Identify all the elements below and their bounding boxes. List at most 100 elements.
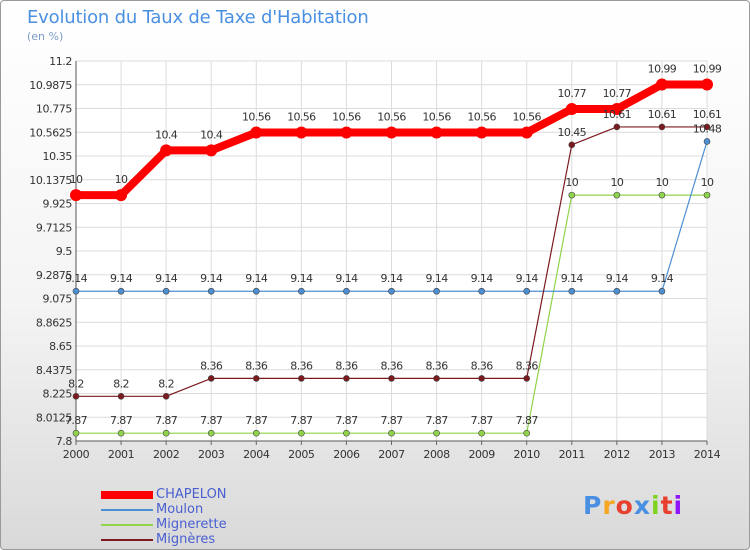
data-point-mignerette [568, 191, 576, 199]
y-tick-label: 8.8625 [36, 316, 72, 329]
data-point-mignerette [658, 191, 666, 199]
data-label-migneres: 8.36 [426, 359, 449, 372]
data-point-migneres [433, 375, 440, 382]
data-label-moulon: 9.14 [426, 272, 449, 285]
data-label-migneres: 10.61 [648, 108, 677, 121]
data-point-chapelon [115, 189, 128, 202]
data-label-mignerette: 7.87 [290, 414, 313, 427]
data-point-migneres [658, 123, 666, 131]
data-point-moulon [613, 287, 621, 295]
data-point-moulon [478, 287, 485, 295]
data-label-moulon: 9.14 [606, 272, 629, 285]
data-label-mignerette: 7.87 [516, 414, 539, 427]
x-tick-label: 2011 [559, 448, 585, 461]
data-point-chapelon [385, 126, 398, 139]
data-point-mignerette [207, 429, 215, 437]
legend-label: Mignerette [156, 517, 227, 532]
data-label-moulon: 9.14 [110, 272, 133, 285]
data-label-moulon: 9.14 [335, 272, 358, 285]
y-tick-label: 11.2 [49, 55, 72, 68]
legend-label: CHAPELON [156, 487, 227, 502]
data-label-moulon: 9.14 [471, 272, 494, 285]
data-point-migneres [478, 375, 485, 382]
data-point-moulon [343, 287, 350, 295]
legend-swatch [101, 539, 153, 541]
data-label-moulon: 9.14 [290, 272, 313, 285]
data-label-chapelon: 10.99 [693, 62, 722, 75]
y-tick-label: 9.5 [56, 245, 73, 258]
data-label-mignerette: 7.87 [471, 414, 494, 427]
x-tick-label: 2006 [333, 448, 360, 461]
data-label-mignerette: 10 [701, 176, 714, 189]
x-tick-label: 2009 [468, 448, 495, 461]
x-tick-label: 2014 [694, 448, 721, 461]
data-point-chapelon [205, 144, 218, 157]
data-point-migneres [207, 375, 215, 382]
data-point-migneres [298, 375, 305, 382]
x-tick-label: 2002 [153, 448, 179, 461]
data-label-migneres: 8.36 [245, 359, 268, 372]
logo-letter: P [583, 491, 603, 520]
data-point-chapelon [340, 126, 353, 139]
data-label-moulon: 9.14 [65, 272, 88, 285]
data-label-chapelon: 10.77 [558, 87, 587, 100]
data-point-migneres [252, 375, 260, 382]
data-point-migneres [162, 392, 170, 400]
data-label-chapelon: 10 [115, 173, 128, 186]
data-label-migneres: 8.36 [471, 359, 494, 372]
legend-swatch [101, 491, 153, 499]
data-point-migneres [613, 123, 621, 131]
legend-swatch [101, 509, 153, 511]
data-point-moulon [298, 287, 305, 295]
x-tick-label: 2004 [243, 448, 270, 461]
data-point-moulon [703, 138, 711, 145]
data-label-mignerette: 7.87 [65, 414, 88, 427]
data-point-chapelon [160, 144, 173, 157]
data-label-moulon: 9.14 [200, 272, 223, 285]
data-label-migneres: 8.2 [68, 377, 84, 390]
y-tick-label: 10.1375 [29, 174, 72, 187]
data-point-mignerette [703, 191, 711, 199]
data-label-migneres: 10.61 [603, 108, 632, 121]
data-point-moulon [207, 287, 215, 295]
data-label-migneres: 8.36 [380, 359, 403, 372]
data-label-moulon: 9.14 [561, 272, 584, 285]
data-label-chapelon: 10.77 [603, 87, 632, 100]
data-label-migneres: 8.36 [335, 359, 358, 372]
data-point-moulon [72, 287, 80, 295]
data-point-chapelon [520, 126, 533, 139]
logo-letter: x [633, 491, 651, 520]
chart-subtitle: (en %) [27, 30, 64, 43]
x-tick-label: 2003 [198, 448, 225, 461]
data-label-moulon: 9.14 [245, 272, 268, 285]
data-label-migneres: 8.2 [113, 377, 129, 390]
x-tick-label: 2005 [288, 448, 315, 461]
logo-letter: o [615, 491, 634, 520]
data-label-chapelon: 10.56 [377, 111, 406, 124]
data-label-migneres: 10.45 [558, 126, 587, 139]
data-label-moulon: 9.14 [516, 272, 539, 285]
data-label-moulon: 9.14 [155, 272, 178, 285]
data-label-chapelon: 10.56 [242, 111, 271, 124]
legend-swatch [101, 524, 153, 526]
data-point-mignerette [117, 429, 125, 437]
data-point-chapelon [70, 189, 82, 202]
data-point-migneres [388, 375, 395, 382]
x-tick-label: 2013 [649, 448, 676, 461]
data-label-moulon: 9.14 [651, 272, 674, 285]
data-label-mignerette: 7.87 [426, 414, 449, 427]
data-label-mignerette: 10 [565, 176, 578, 189]
x-tick-label: 2012 [604, 448, 630, 461]
x-tick-label: 2007 [378, 448, 405, 461]
data-label-chapelon: 10.4 [200, 128, 223, 141]
data-label-mignerette: 7.87 [245, 414, 268, 427]
y-tick-label: 10.35 [43, 150, 73, 163]
data-label-moulon: 10.48 [693, 122, 722, 135]
data-point-mignerette [72, 429, 80, 437]
data-label-mignerette: 7.87 [335, 414, 358, 427]
y-tick-label: 8.225 [43, 388, 73, 401]
data-point-moulon [523, 287, 531, 295]
data-point-migneres [117, 392, 125, 400]
data-label-chapelon: 10.56 [287, 111, 316, 124]
